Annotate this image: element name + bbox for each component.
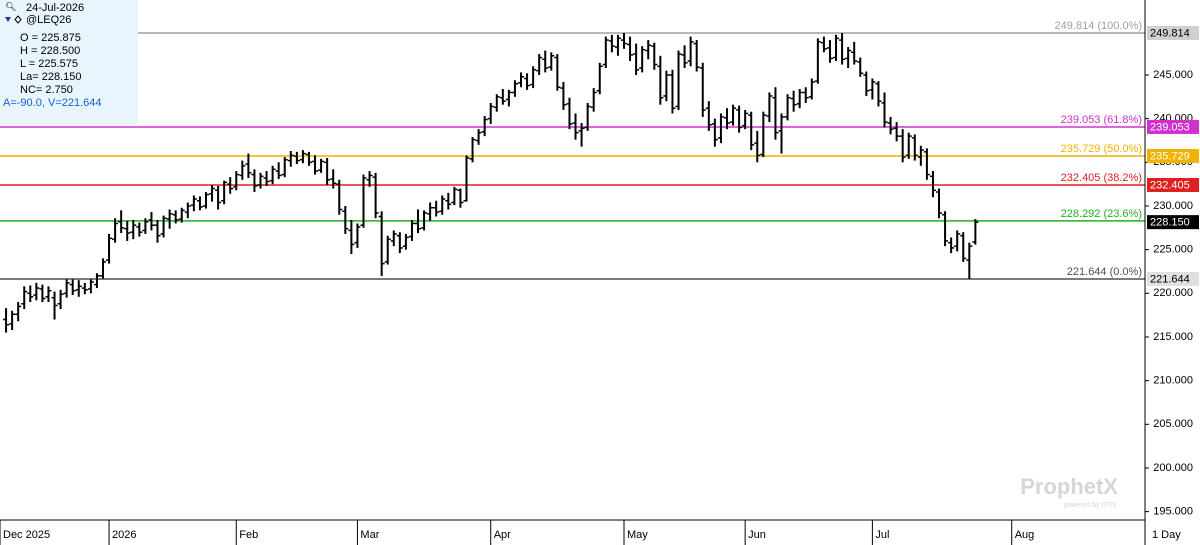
watermark: ProphetX: [1020, 474, 1118, 499]
price-tag: [1147, 148, 1199, 163]
y-tick-label: 210.000: [1153, 375, 1193, 387]
info-cursor: A=-90.0, V=221.644: [3, 97, 101, 109]
y-tick-label: 245.000: [1153, 69, 1193, 81]
fib-label: 221.644 (0.0%): [1067, 266, 1142, 278]
search-icon: 🔍︎: [5, 1, 16, 11]
info-background: [0, 0, 138, 124]
price-tag: [1147, 25, 1199, 40]
y-tick-label: 195.000: [1153, 506, 1193, 518]
interval[interactable]: 1 Day: [1152, 529, 1181, 541]
price-tag-label: 235.729: [1150, 150, 1190, 162]
x-tick-label: Feb: [239, 529, 258, 541]
last-price-label: 228.150: [1150, 217, 1190, 229]
info-line: L = 225.575: [20, 58, 78, 70]
x-tick-label: Dec 2025: [3, 529, 50, 541]
y-tick-label: 215.000: [1153, 331, 1193, 343]
price-tag: [1147, 271, 1199, 286]
info-date: 24-Jul-2026: [26, 2, 84, 14]
y-tick-label: 200.000: [1153, 462, 1193, 474]
fib-label: 239.053 (61.8%): [1061, 114, 1142, 126]
x-tick-label: Jun: [748, 529, 766, 541]
fib-label: 249.814 (100.0%): [1055, 20, 1142, 32]
y-tick-label: 230.000: [1153, 200, 1193, 212]
x-tick-label: Mar: [360, 529, 379, 541]
info-line: O = 225.875: [20, 32, 81, 44]
x-tick-label: Jul: [875, 529, 889, 541]
y-tick-label: 220.000: [1153, 287, 1193, 299]
price-tag-label: 239.053: [1150, 121, 1190, 133]
price-tag-label: 232.405: [1150, 179, 1190, 191]
info-line: La= 228.150: [20, 71, 81, 83]
info-line: NC= 2.750: [20, 84, 73, 96]
fib-label: 235.729 (50.0%): [1061, 143, 1142, 155]
price-tag: [1147, 177, 1199, 192]
collapse-icon[interactable]: [5, 17, 11, 22]
x-tick-label: 2026: [112, 529, 136, 541]
x-tick-label: Aug: [1015, 529, 1035, 541]
info-symbol: @LEQ26: [26, 14, 71, 26]
price-tag: [1147, 119, 1199, 134]
y-tick-label: 205.000: [1153, 418, 1193, 430]
price-tag-label: 249.814: [1150, 27, 1190, 39]
price-tag-label: 221.644: [1150, 273, 1190, 285]
fib-label: 232.405 (38.2%): [1061, 172, 1142, 184]
info-line: H = 228.500: [20, 45, 80, 57]
x-tick-label: Apr: [494, 529, 511, 541]
watermark-sub: powered by DTN: [1063, 502, 1116, 509]
x-tick-label: May: [627, 529, 648, 541]
fib-label: 228.292 (23.6%): [1061, 208, 1142, 220]
y-tick-label: 225.000: [1153, 244, 1193, 256]
diamond-icon: [14, 15, 22, 24]
last-price-tag: [1147, 215, 1199, 230]
